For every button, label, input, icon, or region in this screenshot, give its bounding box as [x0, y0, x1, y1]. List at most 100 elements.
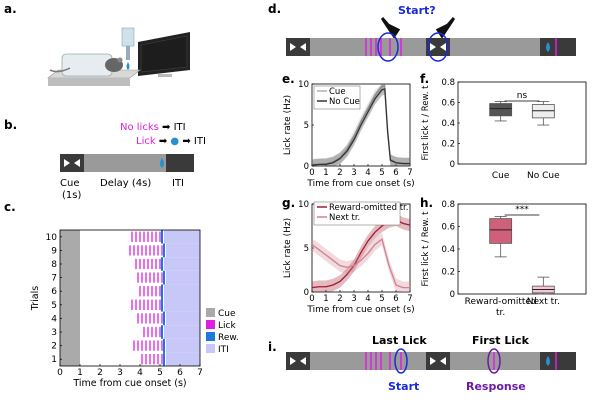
no-licks-result: ITI [173, 122, 186, 133]
x-axis-label: Time from cue onset (s) [306, 305, 414, 315]
iti-band [166, 311, 200, 326]
y-axis-label: Lick rate (Hz) [283, 218, 293, 278]
spout-icon [121, 27, 135, 70]
series-line [311, 88, 410, 166]
box-body [531, 104, 555, 119]
mouse-icon [49, 57, 123, 73]
last-lick-label: Last Lick [372, 334, 427, 347]
tube-icon [61, 53, 113, 77]
y-tick-label: 5 [51, 301, 57, 311]
response-label: Response [466, 380, 526, 393]
legend-label: Cue [329, 87, 346, 97]
x-tick-label: 0 [309, 168, 314, 178]
y-axis-label: Lick rate (Hz) [283, 95, 293, 155]
category-label: Next tr. [527, 297, 560, 307]
y-tick-label: 0 [450, 160, 455, 170]
legend-label: Lick [218, 321, 236, 331]
series-line [311, 238, 410, 289]
legend-label: Cue [218, 309, 236, 319]
y-tick-label: 6 [51, 287, 57, 297]
y-tick-label: 0.4 [441, 245, 455, 255]
y-tick-label: 1 [51, 355, 57, 365]
lick-marks [365, 38, 557, 56]
category-label: tr. [496, 308, 505, 318]
y-tick-label: 5 [304, 121, 309, 131]
series-error-band [312, 233, 410, 292]
lick-marks [365, 352, 557, 370]
significance-label: *** [515, 205, 529, 215]
iti-segment [166, 154, 194, 172]
cue-symbol-icon [290, 357, 306, 365]
y-tick-label: 0.2 [441, 140, 455, 150]
reward-drop-icon [546, 356, 550, 366]
arrow-icon: ➡ [162, 122, 171, 133]
category-label: Reward-omitted [465, 297, 537, 307]
y-tick-label: 7 [51, 274, 57, 284]
y-tick-label: 0 [304, 288, 309, 298]
plot-frame [59, 229, 201, 367]
panel-label-h: h. [420, 196, 434, 210]
category-label: No Cue [527, 171, 560, 181]
cue-segment [60, 154, 84, 172]
x-tick-label: 5 [379, 168, 384, 178]
x-tick-label: 3 [351, 294, 356, 304]
y-axis-label: First lick t / Rew. t [421, 211, 431, 287]
y-tick-label: 0 [304, 162, 309, 172]
cue-window-band [60, 230, 80, 366]
panel-label-f: f. [420, 72, 430, 86]
delay-segment [84, 154, 166, 172]
cue-duration-label: (1s) [62, 190, 82, 201]
x-tick-label: 2 [337, 168, 342, 178]
x-tick-label: 4 [365, 168, 370, 178]
start-candidate-circle [377, 32, 399, 62]
x-tick-label: 1 [323, 168, 328, 178]
x-axis-label: Time from cue onset (s) [72, 378, 186, 389]
first-lick-ratio-box-f: 0 0.2 0.4 0.6 0.8 First lick t / Rew. t Cue No … [421, 78, 587, 181]
legend-label: ITI [218, 345, 229, 355]
legend-label: Rew. [218, 333, 239, 343]
y-tick-label: 5 [304, 244, 309, 254]
cue-label: Cue [60, 178, 80, 189]
iti-band [166, 270, 200, 285]
x-tick-label: 6 [177, 368, 183, 378]
arrow-down-icon [380, 17, 401, 39]
x-tick-label: 1 [77, 368, 83, 378]
y-axis-label: First lick t / Rew. t [421, 85, 431, 161]
panel-label-g: g. [282, 196, 296, 210]
x-tick-label: 3 [117, 368, 123, 378]
y-tick-label: 10 [298, 200, 309, 210]
response-circle [487, 348, 501, 374]
panel-label-e: e. [282, 72, 295, 86]
x-tick-label: 5 [157, 368, 163, 378]
x-tick-label: 6 [393, 168, 398, 178]
iti-band [164, 325, 200, 339]
y-tick-label: 9 [51, 246, 57, 256]
iti-label: ITI [172, 178, 185, 189]
y-tick-label: 3 [51, 328, 57, 338]
y-tick-label: 0.4 [441, 119, 455, 129]
iti-band [166, 338, 200, 353]
drop-icon: ● [170, 136, 180, 147]
y-tick-label: 2 [51, 342, 57, 352]
x-tick-label: 4 [365, 294, 370, 304]
x-tick-label: 4 [137, 368, 143, 378]
x-tick-label: 0 [309, 294, 314, 304]
legend-swatch [206, 332, 215, 341]
panel-label-i: i. [268, 340, 277, 354]
monitor-icon [138, 32, 190, 77]
y-tick-label: 10 [298, 80, 309, 90]
y-axis-label: Trials [30, 286, 41, 311]
x-tick-label: 7 [407, 294, 412, 304]
start-candidate-circle [427, 32, 449, 62]
y-tick-label: 0.6 [441, 99, 455, 109]
iti-band [164, 257, 200, 271]
y-tick-label: 0.8 [441, 78, 455, 88]
setup-illustration [47, 27, 190, 86]
x-tick-label: 1 [323, 294, 328, 304]
x-tick-label: 7 [407, 168, 412, 178]
iti-band [164, 230, 200, 244]
delay-label: Delay (4s) [100, 178, 152, 189]
y-tick-label: 0.6 [441, 223, 455, 233]
y-tick-label: 10 [46, 233, 58, 243]
